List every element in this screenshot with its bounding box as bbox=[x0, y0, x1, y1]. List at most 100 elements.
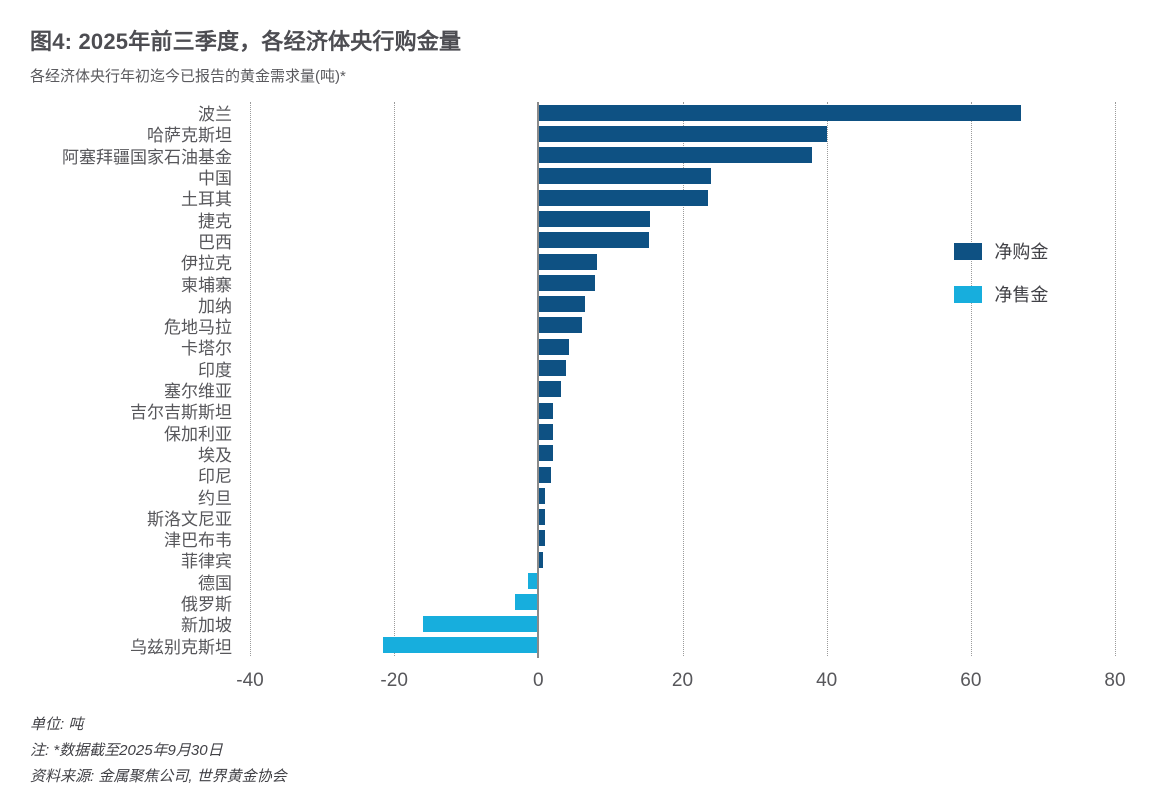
bar-net-sales bbox=[383, 636, 539, 653]
category-label: 加纳 bbox=[198, 296, 232, 316]
bar-track bbox=[250, 613, 1115, 634]
bar-net-purchases bbox=[538, 296, 586, 313]
bar-net-purchases bbox=[538, 189, 708, 206]
axis-tick-label: 20 bbox=[671, 670, 694, 691]
bar-row: 哈萨克斯坦 bbox=[30, 123, 1115, 145]
axis-tick-label: 60 bbox=[960, 670, 982, 691]
axis-tick-label: 80 bbox=[1104, 670, 1126, 691]
bar-net-purchases bbox=[538, 423, 553, 440]
category-label: 新加坡 bbox=[181, 616, 232, 636]
bar-row: 吉尔吉斯斯坦 bbox=[30, 400, 1115, 423]
bar-track bbox=[250, 400, 1115, 421]
bar-track bbox=[250, 166, 1115, 187]
category-label: 保加利亚 bbox=[164, 424, 232, 444]
axis-tick-label: 40 bbox=[816, 670, 838, 691]
bar-track bbox=[250, 528, 1115, 549]
bar-row: 柬埔寨 bbox=[30, 272, 1115, 295]
category-label: 塞尔维亚 bbox=[164, 382, 232, 402]
legend-label-net-purchases: 净购金 bbox=[994, 242, 1049, 262]
axis-tick-label: -40 bbox=[236, 670, 264, 691]
bar-row: 乌兹别克斯坦 bbox=[30, 634, 1115, 657]
axis-tick-label: 0 bbox=[533, 670, 544, 691]
category-label: 印度 bbox=[198, 360, 232, 380]
bar-row: 危地马拉 bbox=[30, 315, 1115, 337]
bar-track bbox=[250, 379, 1115, 400]
bar-track bbox=[250, 272, 1115, 293]
bar-row: 阿塞拜疆国家石油基金 bbox=[30, 145, 1115, 167]
bar-net-purchases bbox=[538, 104, 1022, 121]
bar-track bbox=[250, 421, 1115, 442]
bar-net-purchases bbox=[538, 274, 596, 291]
bar-row: 菲律宾 bbox=[30, 549, 1115, 572]
bar-net-purchases bbox=[538, 551, 543, 568]
legend-label-net-sales: 净售金 bbox=[994, 285, 1049, 305]
bar-row: 保加利亚 bbox=[30, 421, 1115, 444]
bar-row: 埃及 bbox=[30, 443, 1115, 465]
category-label: 津巴布韦 bbox=[164, 531, 232, 551]
bar-row: 德国 bbox=[30, 571, 1115, 593]
category-label: 印尼 bbox=[198, 467, 232, 487]
bar-net-purchases bbox=[538, 530, 545, 547]
bar-row: 巴西 bbox=[30, 230, 1115, 252]
central-bank-gold-bar-chart: 波兰 哈萨克斯坦 阿塞拜疆国家石油基金 中国 土耳其 捷克 巴西 伊拉克 柬埔寨 加纳 危地马拉 卡塔… bbox=[30, 102, 1126, 702]
bar-track bbox=[250, 549, 1115, 570]
category-label: 菲律宾 bbox=[181, 552, 232, 572]
category-label: 吉尔吉斯斯坦 bbox=[130, 403, 232, 423]
category-label: 德国 bbox=[198, 573, 232, 593]
bar-row: 波兰 bbox=[30, 102, 1115, 125]
bar-net-purchases bbox=[538, 466, 552, 483]
x-axis: -40 -20 0 20 40 60 80 bbox=[236, 656, 1125, 702]
category-label: 巴西 bbox=[198, 232, 232, 252]
bar-net-purchases bbox=[538, 232, 649, 249]
bar-track bbox=[250, 571, 1115, 592]
bar-row: 土耳其 bbox=[30, 187, 1115, 210]
category-label: 约旦 bbox=[198, 488, 232, 508]
source-note: 资料来源: 金属聚焦公司, 世界黄金协会 bbox=[30, 768, 287, 785]
data-note: 注: *数据截至2025年9月30日 bbox=[30, 742, 223, 759]
bar-row: 新加坡 bbox=[30, 613, 1115, 636]
bar-row: 印度 bbox=[30, 358, 1115, 380]
bar-net-purchases bbox=[538, 381, 562, 398]
bar-track bbox=[250, 315, 1115, 336]
bar-row: 印尼 bbox=[30, 464, 1115, 487]
bar-net-purchases bbox=[538, 210, 651, 227]
bar-row: 约旦 bbox=[30, 485, 1115, 508]
bar-net-purchases bbox=[538, 147, 813, 164]
bar-track bbox=[250, 592, 1115, 613]
bar-row: 中国 bbox=[30, 166, 1115, 188]
bar-track bbox=[250, 336, 1115, 357]
bar-net-purchases bbox=[538, 125, 827, 142]
bar-net-purchases bbox=[538, 509, 545, 526]
category-label: 乌兹别克斯坦 bbox=[130, 637, 232, 657]
chart-title: 图4: 2025年前三季度，各经济体央行购金量 bbox=[30, 29, 462, 54]
axis-tick-label: -20 bbox=[380, 670, 408, 691]
unit-note: 单位: 吨 bbox=[30, 716, 84, 733]
bar-track bbox=[250, 485, 1115, 506]
bar-track bbox=[250, 464, 1115, 485]
bar-net-sales bbox=[527, 573, 539, 590]
category-label: 俄罗斯 bbox=[181, 594, 232, 614]
category-label: 土耳其 bbox=[181, 190, 232, 210]
plot-area: 波兰 哈萨克斯坦 阿塞拜疆国家石油基金 中国 土耳其 捷克 巴西 伊拉克 柬埔寨 加纳 危地马拉 卡塔… bbox=[30, 102, 1116, 658]
category-label: 伊拉克 bbox=[181, 254, 232, 274]
bar-net-purchases bbox=[538, 402, 554, 419]
category-label: 捷克 bbox=[198, 211, 232, 231]
bar-track bbox=[250, 294, 1115, 315]
category-label: 柬埔寨 bbox=[181, 275, 232, 295]
gridline bbox=[1115, 102, 1116, 656]
bar-track bbox=[250, 443, 1115, 464]
bar-row: 津巴布韦 bbox=[30, 528, 1115, 551]
bar-track bbox=[250, 230, 1115, 251]
bar-net-sales bbox=[514, 594, 539, 611]
chart-subtitle: 各经济体央行年初迄今已报告的黄金需求量(吨)* bbox=[30, 68, 346, 85]
category-label: 波兰 bbox=[198, 105, 232, 125]
bar-track bbox=[250, 634, 1115, 655]
bar-track bbox=[250, 145, 1115, 166]
bar-net-purchases bbox=[538, 317, 582, 334]
bar-net-purchases bbox=[538, 338, 570, 355]
bar-row: 塞尔维亚 bbox=[30, 379, 1115, 402]
bar-row: 俄罗斯 bbox=[30, 592, 1115, 614]
legend-item-net-sales: 净售金 bbox=[954, 281, 1048, 307]
chart-footnotes: 单位: 吨 注: *数据截至2025年9月30日 资料来源: 金属聚焦公司, 世… bbox=[30, 712, 1170, 790]
legend-item-net-purchases: 净购金 bbox=[954, 238, 1048, 264]
